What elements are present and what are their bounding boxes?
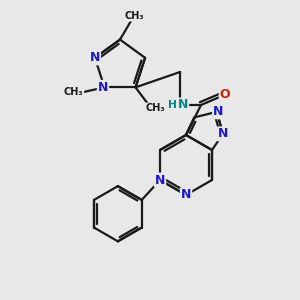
Text: N: N bbox=[218, 128, 228, 140]
Text: CH₃: CH₃ bbox=[124, 11, 144, 21]
Text: N: N bbox=[213, 105, 224, 118]
Text: N: N bbox=[155, 173, 165, 187]
Text: N: N bbox=[181, 188, 191, 202]
Text: O: O bbox=[220, 88, 230, 101]
Text: N: N bbox=[90, 51, 100, 64]
Text: CH₃: CH₃ bbox=[64, 87, 83, 97]
Text: H: H bbox=[168, 100, 177, 110]
Text: CH₃: CH₃ bbox=[145, 103, 165, 113]
Text: N: N bbox=[178, 98, 188, 112]
Text: N: N bbox=[98, 81, 108, 94]
